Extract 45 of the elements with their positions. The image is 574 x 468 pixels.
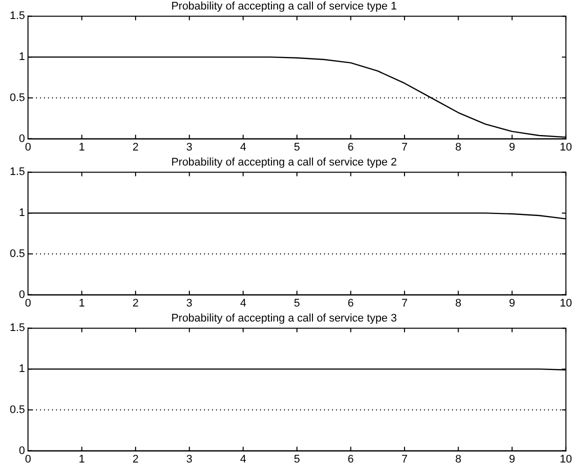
x-tick-label: 8 [455, 297, 462, 310]
x-tick-label: 10 [560, 141, 572, 154]
x-tick-label: 1 [78, 141, 85, 154]
x-tick-label: 8 [455, 453, 462, 466]
x-tick-label: 4 [240, 141, 246, 154]
x-tick-label: 9 [509, 297, 516, 310]
y-tick-label: 1 [18, 363, 25, 376]
x-tick-label: 7 [401, 141, 408, 154]
x-tick-label: 1 [78, 453, 85, 466]
y-tick-label: 0.5 [10, 404, 25, 416]
x-tick-label: 2 [132, 297, 139, 310]
x-tick-label: 7 [401, 297, 408, 310]
x-tick-label: 6 [348, 453, 354, 466]
chart-title: Probability of accepting a call of service type 1 [171, 0, 397, 13]
x-tick-label: 10 [560, 453, 572, 466]
y-tick-label: 1 [18, 207, 25, 220]
x-tick-label: 10 [560, 297, 572, 310]
y-tick-label: 0 [18, 132, 25, 145]
x-tick-label: 4 [240, 453, 246, 466]
x-tick-label: 9 [509, 141, 516, 154]
x-tick-label: 7 [401, 453, 408, 466]
y-tick-label: 1 [18, 51, 25, 64]
y-tick-label: 1.5 [10, 10, 25, 22]
x-tick-label: 1 [78, 297, 85, 310]
x-tick-label: 3 [186, 453, 192, 466]
x-tick-label: 3 [186, 297, 192, 310]
x-tick-label: 4 [240, 297, 246, 310]
x-tick-label: 5 [294, 453, 300, 466]
y-tick-label: 1.5 [10, 322, 25, 334]
y-tick-label: 0.5 [10, 248, 25, 260]
x-tick-label: 8 [455, 141, 462, 154]
y-tick-label: 1.5 [10, 166, 25, 178]
x-tick-label: 3 [186, 141, 192, 154]
y-tick-label: 0 [18, 444, 25, 457]
y-tick-label: 0 [18, 288, 25, 301]
y-tick-label: 0.5 [10, 92, 25, 104]
x-tick-label: 9 [509, 453, 516, 466]
x-tick-label: 5 [294, 141, 300, 154]
x-tick-label: 5 [294, 297, 300, 310]
chart-title: Probability of accepting a call of service type 2 [171, 156, 397, 169]
chart-title: Probability of accepting a call of service type 3 [171, 312, 397, 325]
x-tick-label: 6 [348, 297, 354, 310]
x-tick-label: 2 [132, 453, 139, 466]
x-tick-label: 2 [132, 141, 139, 154]
x-tick-label: 6 [348, 141, 354, 154]
